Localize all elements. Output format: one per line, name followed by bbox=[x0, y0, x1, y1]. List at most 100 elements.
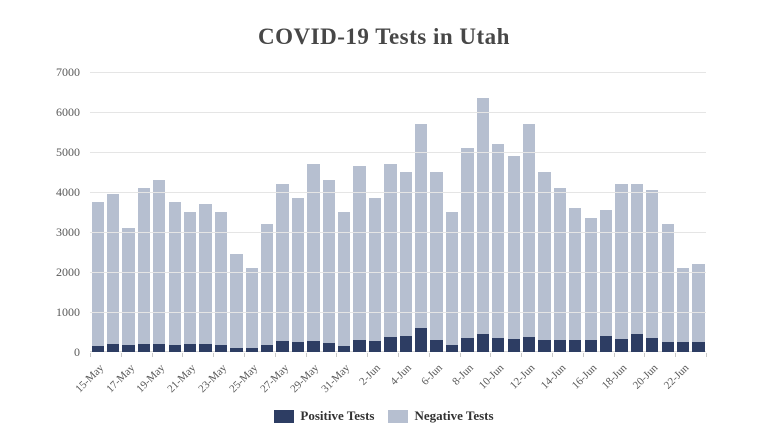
gridline-3000 bbox=[90, 232, 706, 233]
x-tick-label-text: 22-Jun bbox=[661, 362, 692, 392]
bar-11-Jun bbox=[506, 72, 521, 352]
bar-9-Jun bbox=[475, 72, 490, 352]
bar-1-Jun bbox=[352, 72, 367, 352]
x-tick-mark bbox=[151, 353, 153, 357]
bar-24-May-negative bbox=[230, 254, 243, 348]
x-tick-mark bbox=[120, 353, 122, 357]
x-tick-mark bbox=[428, 353, 430, 357]
bar-24-May-positive bbox=[230, 348, 243, 352]
legend-item-positive-tests: Positive Tests bbox=[274, 408, 374, 424]
x-tick-label-text: 17-May bbox=[103, 362, 137, 396]
bar-18-May-positive bbox=[137, 344, 151, 352]
x-tick-mark bbox=[675, 353, 677, 357]
x-tick-mark bbox=[552, 353, 553, 357]
bar-25-May-positive bbox=[245, 348, 258, 352]
bar-20-May-positive bbox=[168, 345, 181, 352]
bar-26-May-positive bbox=[261, 345, 274, 352]
bar-28-May-positive bbox=[291, 342, 305, 352]
bar-22-May bbox=[198, 72, 213, 352]
bar-19-Jun-positive bbox=[630, 334, 644, 352]
bar-3-Jun-negative bbox=[384, 164, 397, 337]
bar-21-Jun-negative bbox=[661, 224, 674, 342]
bar-12-Jun bbox=[521, 72, 536, 352]
bar-15-May-positive bbox=[91, 346, 104, 352]
bar-8-Jun bbox=[460, 72, 475, 352]
bar-19-May-negative bbox=[153, 180, 166, 344]
x-tick-mark bbox=[613, 353, 615, 357]
bar-7-Jun bbox=[444, 72, 459, 352]
x-tick-mark bbox=[336, 353, 338, 357]
bar-17-May bbox=[121, 72, 136, 352]
bar-3-Jun bbox=[383, 72, 398, 352]
bar-20-Jun bbox=[645, 72, 660, 352]
gridline-4000 bbox=[90, 192, 706, 193]
bar-22-May-negative bbox=[199, 204, 212, 344]
bar-22-May-positive bbox=[199, 344, 212, 352]
bar-17-Jun bbox=[598, 72, 613, 352]
bar-6-Jun-negative bbox=[430, 172, 443, 340]
bar-11-Jun-negative bbox=[507, 156, 520, 339]
gridline-5000 bbox=[90, 152, 706, 153]
bar-21-Jun bbox=[660, 72, 675, 352]
bar-21-May bbox=[182, 72, 197, 352]
bar-21-May-negative bbox=[183, 212, 197, 344]
bar-16-May-negative bbox=[106, 194, 120, 344]
plot-area bbox=[90, 72, 706, 352]
x-tick-label-text: 2-Jun bbox=[357, 362, 384, 388]
bar-28-May bbox=[290, 72, 305, 352]
bar-20-Jun-negative bbox=[646, 190, 659, 338]
x-tick-mark bbox=[582, 353, 584, 357]
bar-18-Jun-positive bbox=[615, 339, 628, 352]
x-tick-mark bbox=[644, 353, 646, 357]
bar-17-May-positive bbox=[122, 345, 135, 352]
bar-29-May bbox=[306, 72, 321, 352]
bar-21-Jun-positive bbox=[661, 342, 674, 352]
bar-18-May-negative bbox=[137, 188, 151, 344]
bar-5-Jun bbox=[414, 72, 429, 352]
x-tick-label-text: 19-May bbox=[134, 362, 168, 396]
x-tick-label-text: 4-Jun bbox=[388, 362, 415, 388]
x-tick-mark bbox=[244, 353, 245, 357]
x-tick-label-text: 12-Jun bbox=[507, 362, 538, 392]
bar-4-Jun-positive bbox=[399, 336, 412, 352]
bar-27-May-positive bbox=[276, 341, 289, 352]
bar-24-May bbox=[229, 72, 244, 352]
bar-3-Jun-positive bbox=[384, 337, 397, 352]
bar-21-May-positive bbox=[183, 344, 197, 352]
bar-30-May-negative bbox=[322, 180, 335, 343]
x-tick-label-text: 27-May bbox=[257, 362, 291, 396]
bar-16-May bbox=[105, 72, 120, 352]
y-tick-label-6000: 6000 bbox=[56, 105, 80, 119]
y-tick-label-1000: 1000 bbox=[56, 305, 80, 319]
bar-28-May-negative bbox=[291, 198, 305, 342]
x-tick-mark bbox=[305, 353, 307, 357]
bar-14-Jun bbox=[552, 72, 567, 352]
bar-10-Jun-negative bbox=[492, 144, 505, 338]
x-axis-line bbox=[90, 351, 706, 352]
bar-22-Jun-positive bbox=[676, 342, 690, 352]
bar-23-Jun-negative bbox=[692, 264, 705, 342]
gridline-7000 bbox=[90, 72, 706, 73]
bar-14-Jun-negative bbox=[553, 188, 567, 340]
bar-16-May-positive bbox=[106, 344, 120, 352]
bar-19-May-positive bbox=[153, 344, 166, 352]
bar-12-Jun-negative bbox=[522, 124, 536, 337]
bar-22-Jun bbox=[675, 72, 690, 352]
x-tick-label-text: 15-May bbox=[73, 362, 107, 396]
x-tick-mark bbox=[367, 353, 369, 357]
bar-31-May bbox=[337, 72, 352, 352]
bar-30-May-positive bbox=[322, 343, 335, 352]
bar-17-Jun-negative bbox=[599, 210, 613, 336]
bar-26-May bbox=[259, 72, 274, 352]
x-tick-label-text: 21-May bbox=[165, 362, 199, 396]
chart-title: COVID-19 Tests in Utah bbox=[258, 24, 510, 49]
x-tick-mark bbox=[213, 353, 215, 357]
x-tick-label-text: 6-Jun bbox=[419, 362, 445, 388]
bar-16-Jun-positive bbox=[584, 340, 597, 352]
bar-27-May-negative bbox=[276, 184, 289, 341]
bar-15-Jun-positive bbox=[569, 340, 582, 352]
bar-27-May bbox=[275, 72, 290, 352]
bar-18-Jun bbox=[614, 72, 629, 352]
x-tick-mark bbox=[90, 353, 91, 357]
